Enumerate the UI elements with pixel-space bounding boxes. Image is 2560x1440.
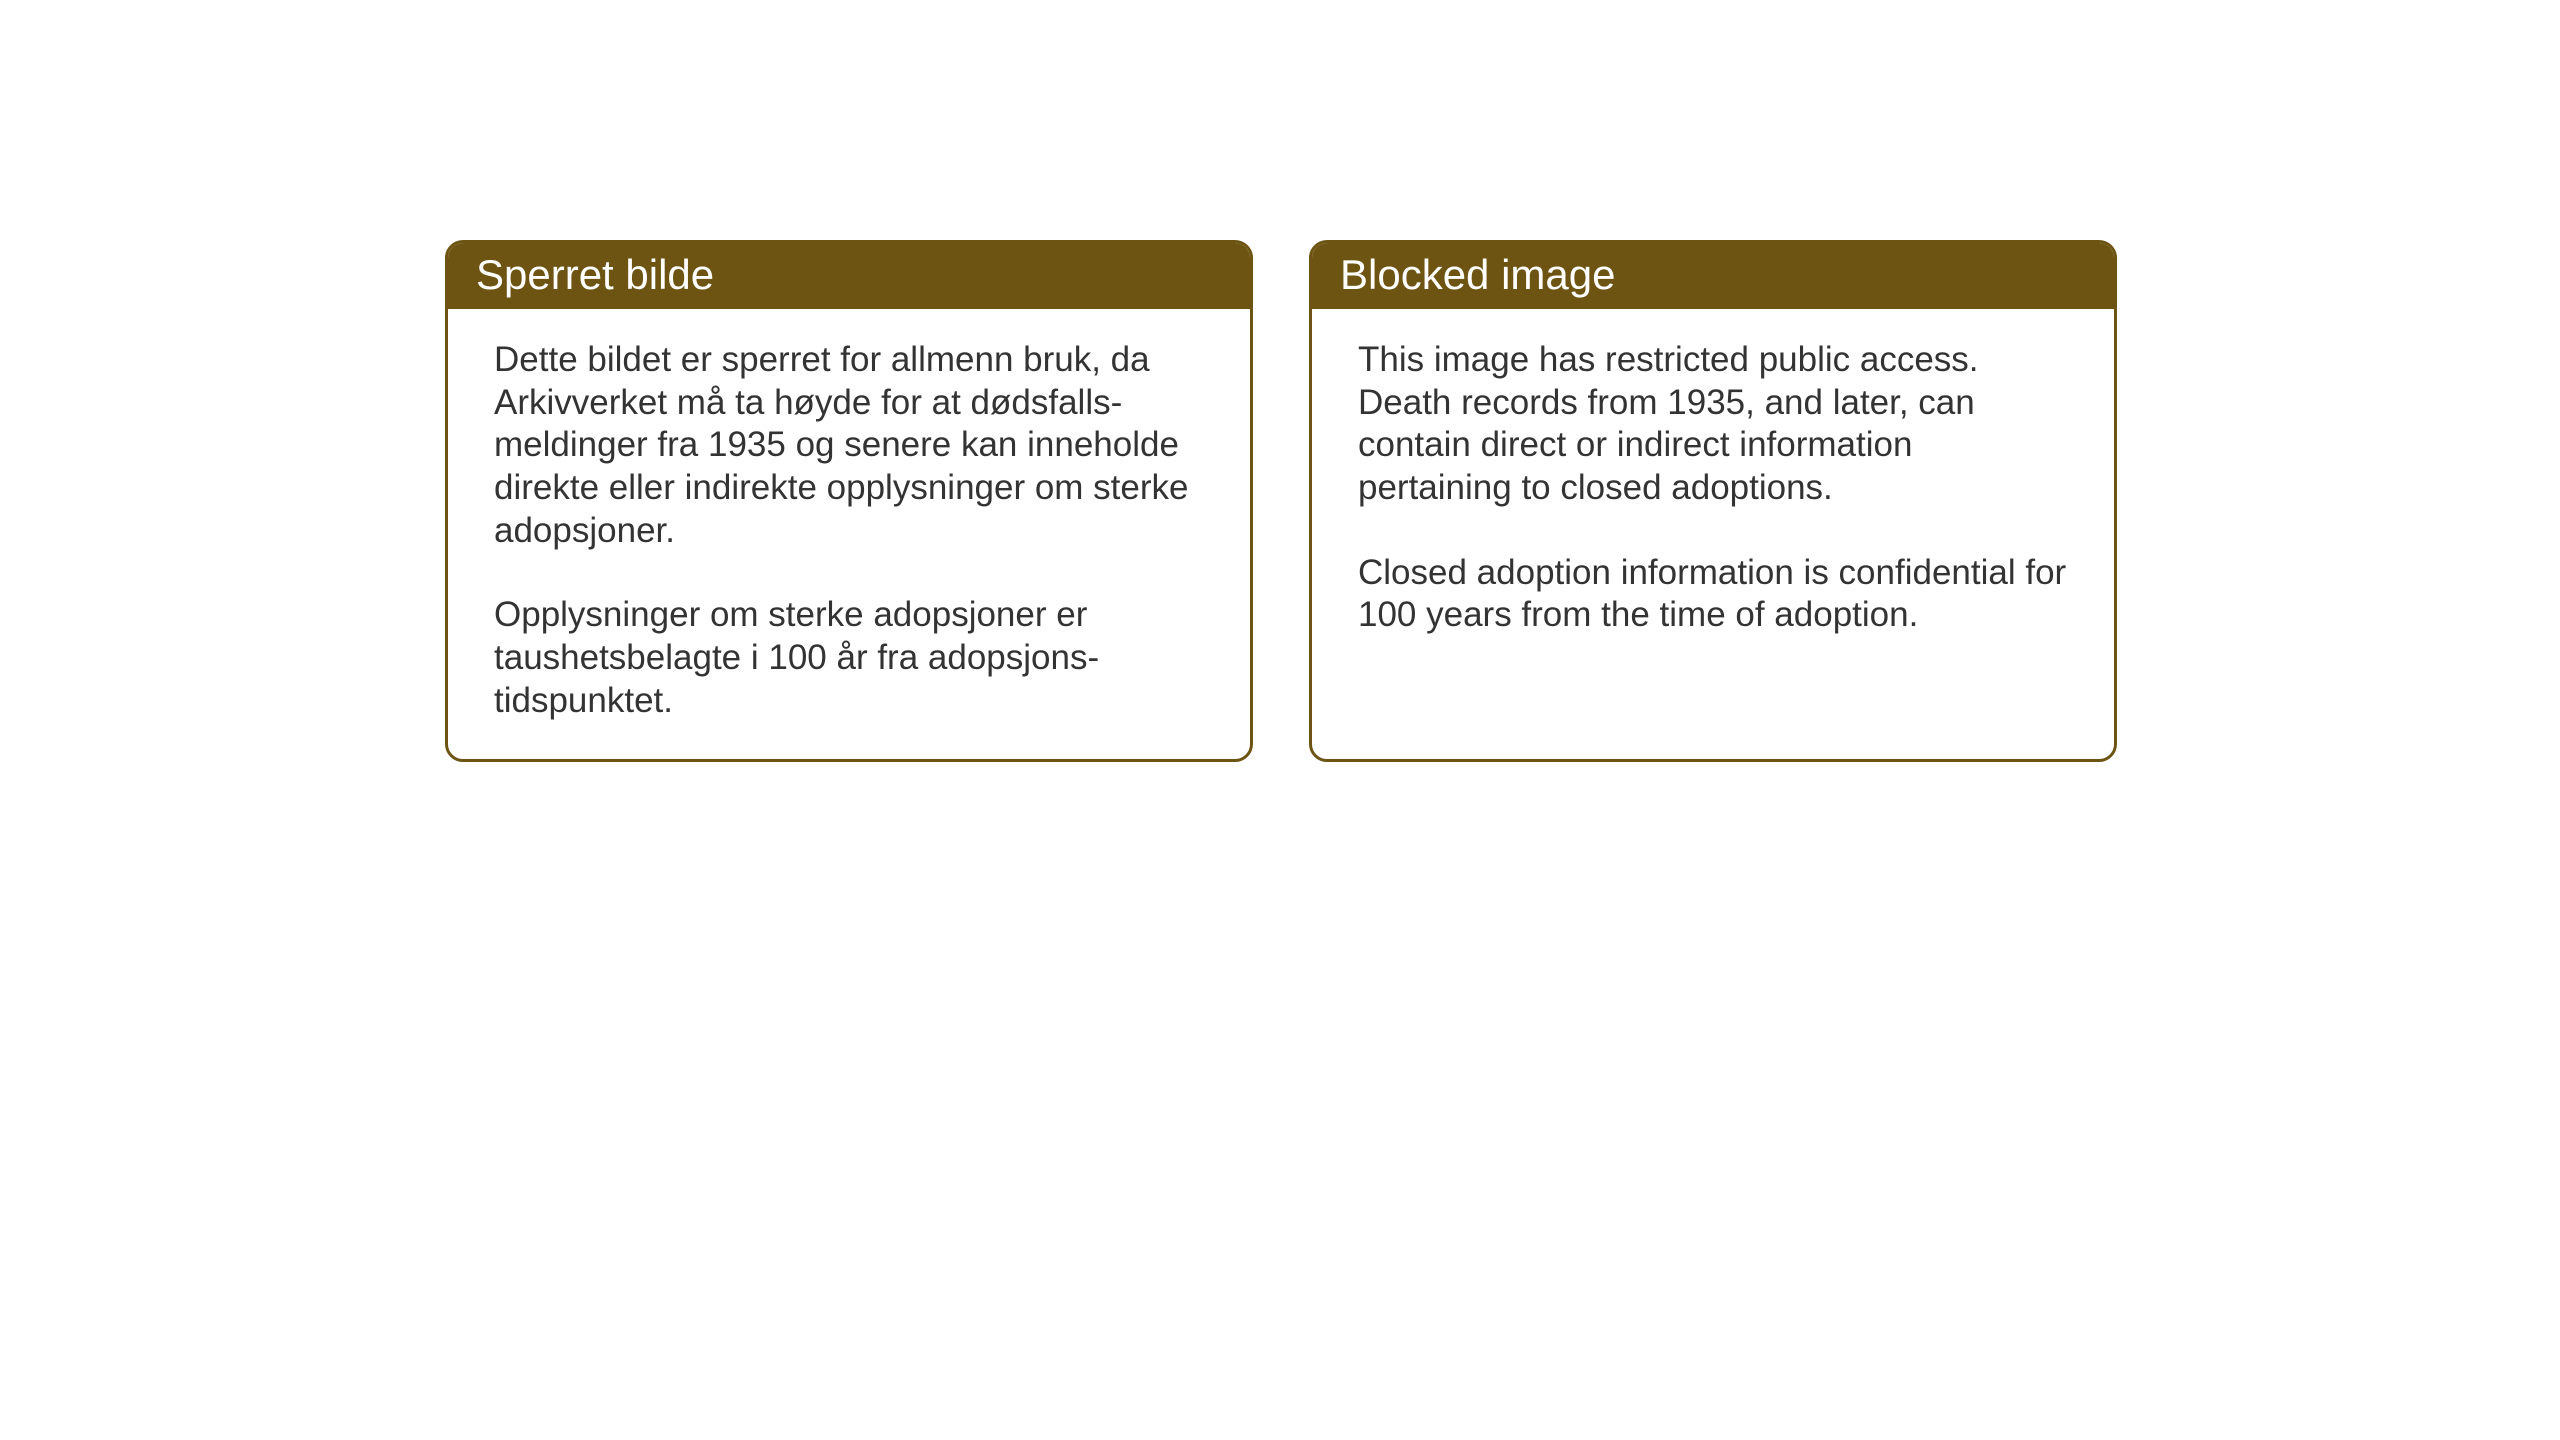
norwegian-para-2: Opplysninger om sterke adopsjoner er tau… (494, 594, 1208, 722)
norwegian-notice-card: Sperret bilde Dette bildet er sperret fo… (445, 240, 1253, 762)
english-para-1: This image has restricted public access.… (1358, 339, 2072, 510)
english-card-body: This image has restricted public access.… (1312, 309, 2114, 673)
norwegian-card-title: Sperret bilde (448, 243, 1250, 309)
norwegian-para-1: Dette bildet er sperret for allmenn bruk… (494, 339, 1208, 552)
english-para-2: Closed adoption information is confident… (1358, 552, 2072, 637)
english-card-title: Blocked image (1312, 243, 2114, 309)
norwegian-card-body: Dette bildet er sperret for allmenn bruk… (448, 309, 1250, 759)
english-notice-card: Blocked image This image has restricted … (1309, 240, 2117, 762)
notice-cards-container: Sperret bilde Dette bildet er sperret fo… (445, 240, 2117, 762)
